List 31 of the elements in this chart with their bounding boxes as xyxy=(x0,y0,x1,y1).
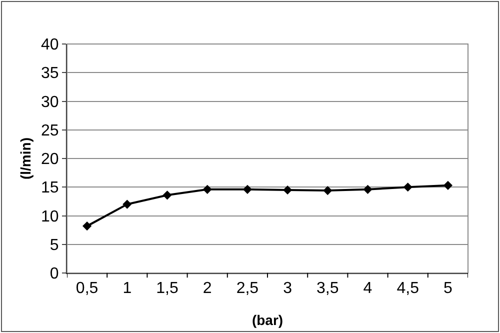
point xyxy=(122,200,132,209)
x-axis-title: (bar) xyxy=(252,312,284,328)
point xyxy=(283,185,292,195)
y-tick-label: 40 xyxy=(41,36,59,54)
y-tick-label: 5 xyxy=(50,236,59,254)
point xyxy=(202,184,212,194)
y-tick-label: 15 xyxy=(41,180,59,197)
y-tick-label: 0 xyxy=(50,266,59,283)
point xyxy=(403,182,412,192)
x-tick-label: 5 xyxy=(443,280,452,298)
y-axis-title: (l/min) xyxy=(18,138,34,180)
point xyxy=(82,222,92,231)
x-tick-label: 0,5 xyxy=(76,280,98,298)
point xyxy=(443,180,452,190)
x-tick-label: 4,5 xyxy=(396,280,420,298)
x-tick-label: 2,5 xyxy=(236,280,259,298)
point xyxy=(363,184,372,194)
x-tick-label: 1 xyxy=(122,280,132,298)
x-tick-label: 3 xyxy=(283,280,292,298)
y-tick-label: 10 xyxy=(41,208,59,226)
x-tick-label: 3,5 xyxy=(316,280,339,298)
y-tick-label: 30 xyxy=(41,94,59,111)
point xyxy=(242,184,252,194)
x-tick-label: 1,5 xyxy=(156,280,178,298)
point xyxy=(323,186,332,196)
x-tick-label: 4 xyxy=(363,280,372,298)
y-tick-label: 20 xyxy=(41,151,59,168)
y-tick-label: 35 xyxy=(41,65,59,82)
y-tick-label: 25 xyxy=(41,122,59,140)
point xyxy=(162,190,172,200)
x-tick-label: 2 xyxy=(202,280,212,298)
